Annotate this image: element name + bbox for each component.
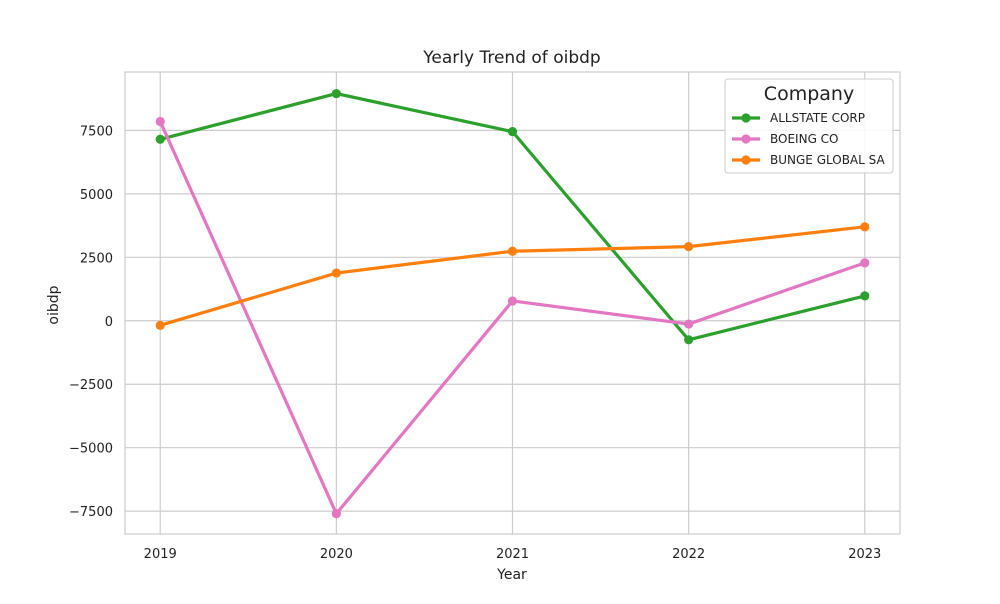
series-1: [155, 116, 870, 519]
legend-item: ALLSTATE CORP: [732, 111, 865, 125]
y-tick-label: 0: [105, 315, 113, 330]
plot-frame: [124, 71, 901, 535]
data-point: [155, 134, 165, 144]
y-tick-label: 7500: [80, 124, 113, 139]
x-tick-label: 2019: [144, 547, 177, 562]
legend-marker: [741, 134, 751, 144]
x-tick-label: 2022: [672, 547, 705, 562]
data-point: [684, 335, 694, 345]
data-point: [155, 116, 165, 127]
data-point: [507, 296, 518, 306]
y-tick-label: −5000: [69, 442, 113, 457]
x-axis-label: Year: [496, 567, 527, 583]
y-tick-label: 5000: [80, 188, 113, 203]
legend-label: BUNGE GLOBAL SA: [770, 153, 885, 167]
legend-box: [724, 78, 894, 174]
x-tick-label: 2021: [496, 547, 529, 562]
y-axis-label: oibdp: [46, 285, 62, 324]
data-point: [507, 246, 518, 256]
data-point: [684, 242, 694, 252]
y-tick-label: −7500: [69, 505, 113, 520]
data-point: [684, 319, 694, 329]
tick-layer: 2019 2020 2021 2022 2023 −7500 −5000 −2500 0 2500…: [69, 124, 881, 562]
series-layer: [155, 88, 870, 519]
legend-marker: [741, 155, 751, 165]
y-tick-label: −2500: [69, 378, 113, 393]
legend-label: BOEING CO: [770, 132, 839, 146]
legend-item: BOEING CO: [732, 132, 839, 146]
data-point: [860, 222, 870, 232]
legend-marker: [741, 113, 751, 123]
data-point: [860, 258, 870, 268]
data-point: [331, 88, 341, 99]
series-0: [155, 88, 870, 345]
legend: Company ALLSTATE CORP BOEING CO BUNGE GLOB…: [724, 78, 894, 174]
legend-items: ALLSTATE CORP BOEING CO BUNGE GLOBAL SA: [732, 111, 885, 167]
chart-title: Yearly Trend of oibdp: [422, 48, 600, 68]
data-point: [860, 291, 870, 301]
data-point: [331, 509, 341, 519]
series-2: [155, 222, 870, 330]
legend-title: Company: [764, 83, 854, 105]
legend-item: BUNGE GLOBAL SA: [732, 153, 885, 167]
legend-label: ALLSTATE CORP: [770, 111, 865, 125]
data-point: [331, 268, 341, 278]
data-point: [507, 127, 518, 137]
data-point: [155, 320, 165, 330]
x-tick-label: 2023: [848, 547, 881, 562]
y-tick-label: 2500: [80, 251, 113, 266]
x-tick-label: 2020: [320, 547, 353, 562]
